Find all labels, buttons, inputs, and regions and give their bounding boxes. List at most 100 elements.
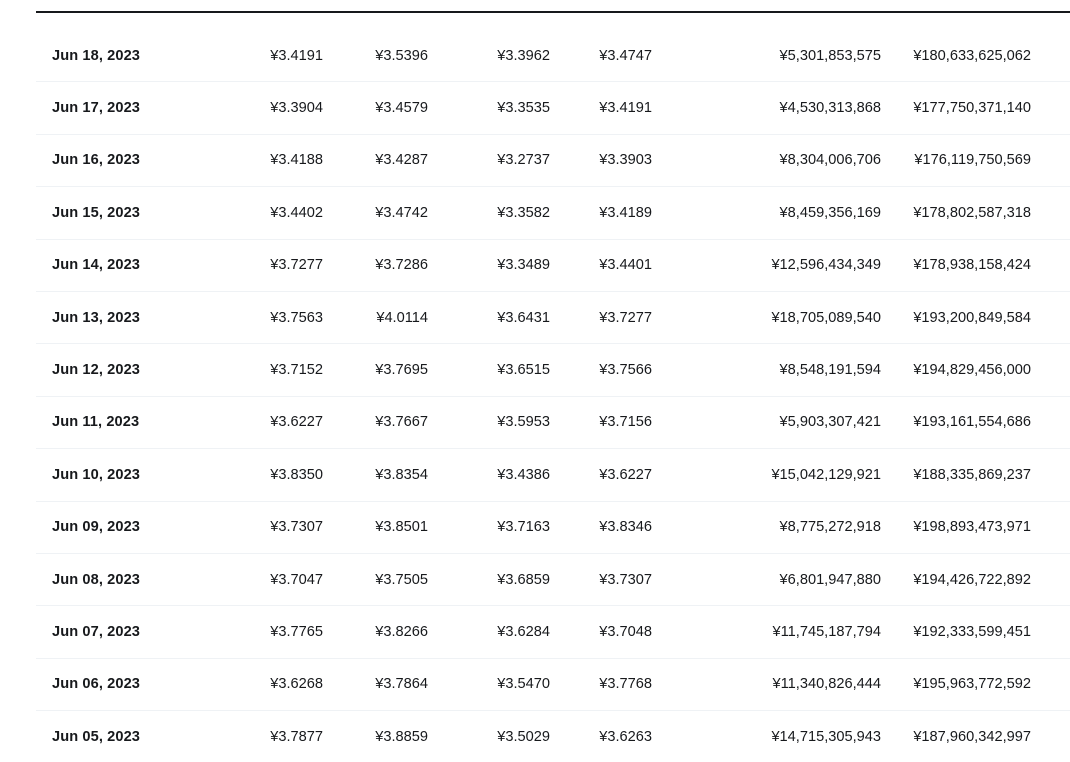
historical-data-table: Jun 18, 2023 ¥3.4191 ¥3.5396 ¥3.3962 ¥3.4747… — [36, 11, 1070, 762]
market-cap-cell: ¥194,426,722,892 — [913, 571, 1031, 588]
table-row: Jun 09, 2023 ¥3.7307 ¥3.8501 ¥3.7163 ¥3.8346… — [36, 500, 1070, 553]
volume-cell: ¥8,304,006,706 — [779, 152, 881, 169]
volume-cell: ¥6,801,947,880 — [779, 571, 881, 588]
table-row: Jun 16, 2023 ¥3.4188 ¥3.4287 ¥3.2737 ¥3.3903… — [36, 133, 1070, 186]
market-cap-cell: ¥195,963,772,592 — [913, 676, 1031, 693]
open-cell: ¥3.4402 — [270, 204, 323, 221]
table-body: Jun 18, 2023 ¥3.4191 ¥3.5396 ¥3.3962 ¥3.4747… — [36, 30, 1070, 762]
volume-cell: ¥5,903,307,421 — [779, 414, 881, 431]
volume-cell: ¥11,340,826,444 — [772, 676, 881, 693]
volume-cell: ¥15,042,129,921 — [771, 466, 881, 483]
close-cell: ¥3.7307 — [599, 571, 652, 588]
open-cell: ¥3.7765 — [270, 623, 323, 640]
low-cell: ¥3.3535 — [497, 100, 550, 117]
high-cell: ¥3.7695 — [375, 362, 428, 379]
low-cell: ¥3.5470 — [497, 676, 550, 693]
table-row: Jun 12, 2023 ¥3.7152 ¥3.7695 ¥3.6515 ¥3.7566… — [36, 343, 1070, 395]
date-cell: Jun 11, 2023 — [52, 414, 140, 431]
volume-cell: ¥4,530,313,868 — [779, 100, 881, 117]
market-cap-cell: ¥193,200,849,584 — [913, 309, 1031, 326]
open-cell: ¥3.7563 — [270, 309, 323, 326]
low-cell: ¥3.3582 — [497, 204, 550, 221]
open-cell: ¥3.8350 — [270, 466, 323, 483]
market-cap-cell: ¥194,829,456,000 — [913, 362, 1031, 379]
close-cell: ¥3.4401 — [599, 257, 652, 274]
volume-cell: ¥5,301,853,575 — [779, 47, 881, 64]
volume-cell: ¥8,459,356,169 — [779, 204, 881, 221]
table-row: Jun 07, 2023 ¥3.7765 ¥3.8266 ¥3.6284 ¥3.7048… — [36, 605, 1070, 657]
close-cell: ¥3.6227 — [599, 466, 652, 483]
low-cell: ¥3.4386 — [497, 466, 550, 483]
open-cell: ¥3.6227 — [270, 414, 323, 431]
open-cell: ¥3.3904 — [270, 100, 323, 117]
open-cell: ¥3.4188 — [270, 152, 323, 169]
market-cap-cell: ¥188,335,869,237 — [913, 466, 1031, 483]
close-cell: ¥3.4189 — [599, 204, 652, 221]
market-cap-cell: ¥178,938,158,424 — [913, 257, 1031, 274]
low-cell: ¥3.6515 — [497, 362, 550, 379]
date-cell: Jun 12, 2023 — [52, 362, 141, 379]
volume-cell: ¥8,775,272,918 — [779, 519, 881, 536]
volume-cell: ¥11,745,187,794 — [772, 623, 881, 640]
table-row: Jun 14, 2023 ¥3.7277 ¥3.7286 ¥3.3489 ¥3.4401… — [36, 238, 1070, 291]
market-cap-cell: ¥193,161,554,686 — [913, 414, 1031, 431]
market-cap-cell: ¥177,750,371,140 — [913, 100, 1031, 117]
low-cell: ¥3.3489 — [497, 257, 550, 274]
date-cell: Jun 17, 2023 — [52, 100, 141, 117]
date-cell: Jun 05, 2023 — [52, 728, 141, 745]
table-row: Jun 18, 2023 ¥3.4191 ¥3.5396 ¥3.3962 ¥3.4747… — [36, 30, 1070, 81]
open-cell: ¥3.7277 — [270, 257, 323, 274]
low-cell: ¥3.5953 — [497, 414, 550, 431]
high-cell: ¥3.7505 — [375, 571, 428, 588]
volume-cell: ¥12,596,434,349 — [771, 257, 881, 274]
volume-cell: ¥18,705,089,540 — [771, 309, 881, 326]
table-row: Jun 17, 2023 ¥3.3904 ¥3.4579 ¥3.3535 ¥3.4191… — [36, 81, 1070, 133]
high-cell: ¥3.7864 — [375, 676, 428, 693]
date-cell: Jun 15, 2023 — [52, 204, 141, 221]
date-cell: Jun 06, 2023 — [52, 676, 141, 693]
low-cell: ¥3.5029 — [497, 728, 550, 745]
open-cell: ¥3.6268 — [270, 676, 323, 693]
close-cell: ¥3.7566 — [599, 362, 652, 379]
date-cell: Jun 10, 2023 — [52, 466, 141, 483]
date-cell: Jun 14, 2023 — [52, 257, 141, 274]
low-cell: ¥3.6431 — [497, 309, 550, 326]
high-cell: ¥3.5396 — [375, 47, 428, 64]
table-row: Jun 11, 2023 ¥3.6227 ¥3.7667 ¥3.5953 ¥3.7156… — [36, 395, 1070, 448]
close-cell: ¥3.8346 — [599, 519, 652, 536]
close-cell: ¥3.7768 — [599, 676, 652, 693]
high-cell: ¥4.0114 — [376, 309, 428, 326]
open-cell: ¥3.4191 — [270, 47, 323, 64]
open-cell: ¥3.7307 — [270, 519, 323, 536]
volume-cell: ¥8,548,191,594 — [779, 362, 881, 379]
market-cap-cell: ¥198,893,473,971 — [913, 519, 1031, 536]
close-cell: ¥3.7156 — [599, 414, 652, 431]
low-cell: ¥3.6859 — [497, 571, 550, 588]
table-row: Jun 08, 2023 ¥3.7047 ¥3.7505 ¥3.6859 ¥3.7307… — [36, 552, 1070, 605]
table-row: Jun 06, 2023 ¥3.6268 ¥3.7864 ¥3.5470 ¥3.7768… — [36, 657, 1070, 710]
close-cell: ¥3.4191 — [599, 100, 652, 117]
high-cell: ¥3.4579 — [375, 100, 428, 117]
date-cell: Jun 13, 2023 — [52, 309, 141, 326]
open-cell: ¥3.7877 — [270, 728, 323, 745]
high-cell: ¥3.8354 — [375, 466, 428, 483]
low-cell: ¥3.7163 — [497, 519, 550, 536]
high-cell: ¥3.7286 — [375, 257, 428, 274]
market-cap-cell: ¥192,333,599,451 — [913, 623, 1031, 640]
open-cell: ¥3.7152 — [270, 362, 323, 379]
close-cell: ¥3.4747 — [599, 47, 652, 64]
close-cell: ¥3.7048 — [599, 623, 652, 640]
high-cell: ¥3.8266 — [375, 623, 428, 640]
market-cap-cell: ¥176,119,750,569 — [914, 152, 1031, 169]
date-cell: Jun 08, 2023 — [52, 571, 141, 588]
low-cell: ¥3.6284 — [497, 623, 550, 640]
close-cell: ¥3.6263 — [599, 728, 652, 745]
table-row: Jun 05, 2023 ¥3.7877 ¥3.8859 ¥3.5029 ¥3.6263… — [36, 710, 1070, 762]
high-cell: ¥3.8501 — [375, 519, 428, 536]
high-cell: ¥3.4287 — [375, 152, 428, 169]
date-cell: Jun 07, 2023 — [52, 623, 141, 640]
close-cell: ¥3.7277 — [599, 309, 652, 326]
market-cap-cell: ¥187,960,342,997 — [913, 728, 1031, 745]
high-cell: ¥3.4742 — [375, 204, 428, 221]
table-row: Jun 10, 2023 ¥3.8350 ¥3.8354 ¥3.4386 ¥3.6227… — [36, 448, 1070, 500]
